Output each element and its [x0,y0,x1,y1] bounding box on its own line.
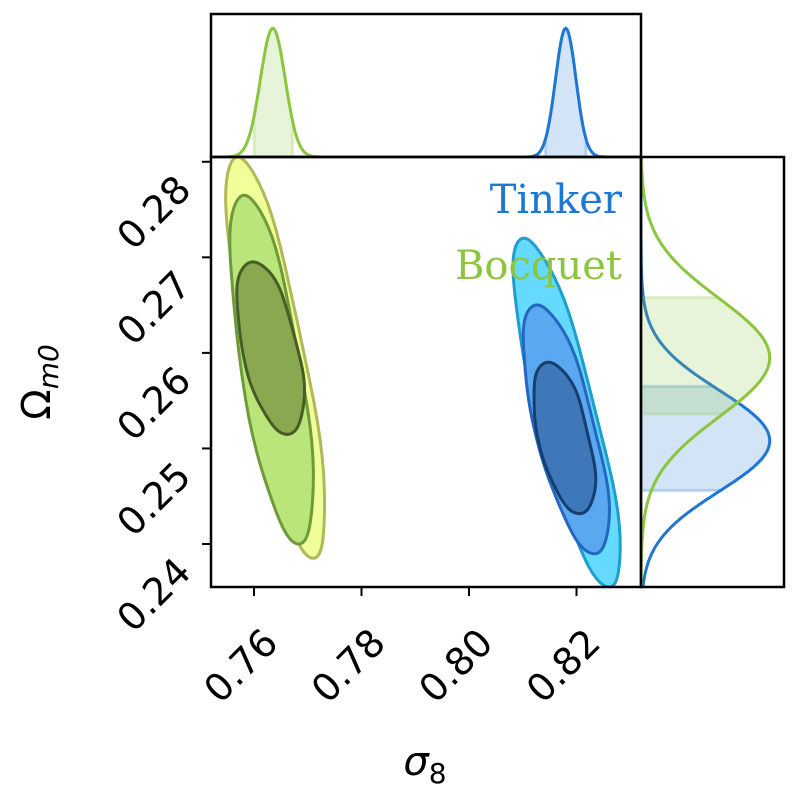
bocquet-contour-level-3 [235,260,306,436]
joint-contours [224,157,622,587]
sigma8-marginals [211,26,641,157]
tinker-contour-level-3 [532,360,598,516]
tinker-sigma8-marginal [211,26,641,157]
right-marginal-panel [639,155,786,589]
y-tick-label: 0.24 [108,549,199,640]
x-axis-label-symbol: σ [403,739,430,785]
tinker-omega-marginal [641,157,772,587]
y-axis-label-subscript: m0 [32,344,65,389]
bocquet-omega-marginal [641,157,772,587]
bocquet-sigma8-marginal [211,26,641,157]
x-axis: 0.76 0.78 0.80 0.82 [195,587,609,711]
right-marginal-frame [639,155,786,589]
top-marginal-panel [209,12,643,159]
bocquet-omega-interval [641,296,772,416]
x-tick-label: 0.78 [303,620,394,711]
y-tick-label: 0.25 [108,454,199,545]
y-axis: 0.240.250.260.270.28 [108,160,211,640]
x-axis-label: σ8 [403,739,446,790]
x-tick-label: 0.80 [410,620,501,711]
y-tick-label: 0.26 [108,358,199,449]
omega-marginals [641,157,772,587]
x-tick-label: 0.76 [195,620,286,711]
legend: Tinker Bocquet [455,177,623,289]
y-tick-label: 0.27 [108,263,199,354]
legend-entry-tinker: Tinker [490,177,623,223]
y-tick-label: 0.28 [108,167,199,258]
y-axis-label-symbol: Ω [14,389,60,420]
x-axis-label-subscript: 8 [429,757,447,790]
y-axis-label: Ωm0 [14,344,65,420]
legend-entry-bocquet: Bocquet [455,243,622,289]
x-tick-label: 0.82 [518,620,609,711]
tinker-sigma8-interval [543,26,588,157]
joint-panel: Tinker Bocquet [209,155,643,589]
